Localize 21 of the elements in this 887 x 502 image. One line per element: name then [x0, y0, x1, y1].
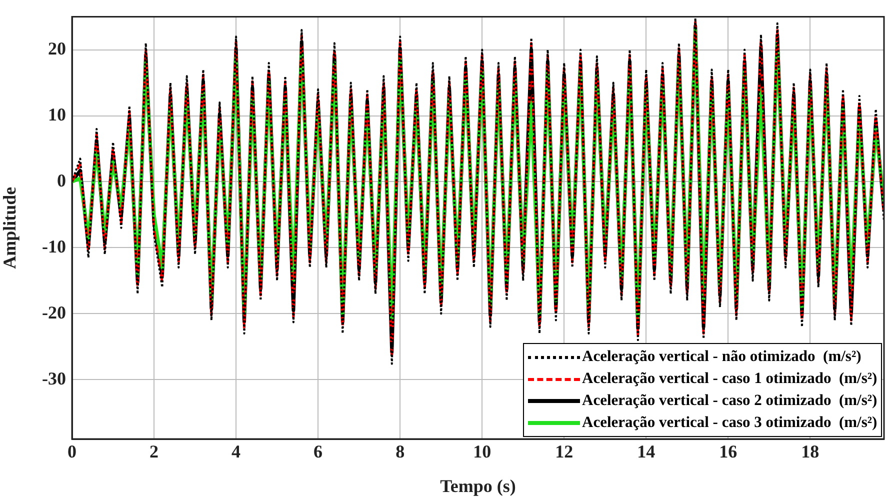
x-tick-label: 18: [801, 441, 820, 462]
x-tick-label: 16: [719, 441, 738, 462]
x-tick-label: 6: [314, 441, 323, 462]
legend-label: Aceleração vertical - caso 2 otimizado (m/s²): [582, 391, 878, 411]
legend-label: Aceleração vertical - caso 3 otimizado (m/s²): [582, 413, 878, 433]
x-tick-label: 2: [150, 441, 159, 462]
legend-label: Aceleração vertical - caso 1 otimizado (m/s²): [582, 369, 878, 389]
y-tick-label: -30: [42, 368, 66, 388]
y-tick-label: 10: [48, 104, 66, 124]
x-tick-label: 10: [473, 441, 492, 462]
x-tick-label: 14: [637, 441, 656, 462]
x-axis-title: Tempo (s): [440, 476, 516, 496]
legend-label: Aceleração vertical - não otimizado (m/s²): [582, 347, 862, 367]
x-tick-label: 4: [232, 441, 241, 462]
y-tick-label: 20: [48, 38, 66, 58]
y-tick-label: -10: [42, 236, 66, 256]
x-tick-label: 8: [396, 441, 405, 462]
y-tick-label: -20: [42, 302, 66, 322]
x-tick-label: 12: [555, 441, 574, 462]
y-tick-label: 0: [57, 170, 66, 190]
y-axis-title: Amplitude: [0, 186, 20, 269]
